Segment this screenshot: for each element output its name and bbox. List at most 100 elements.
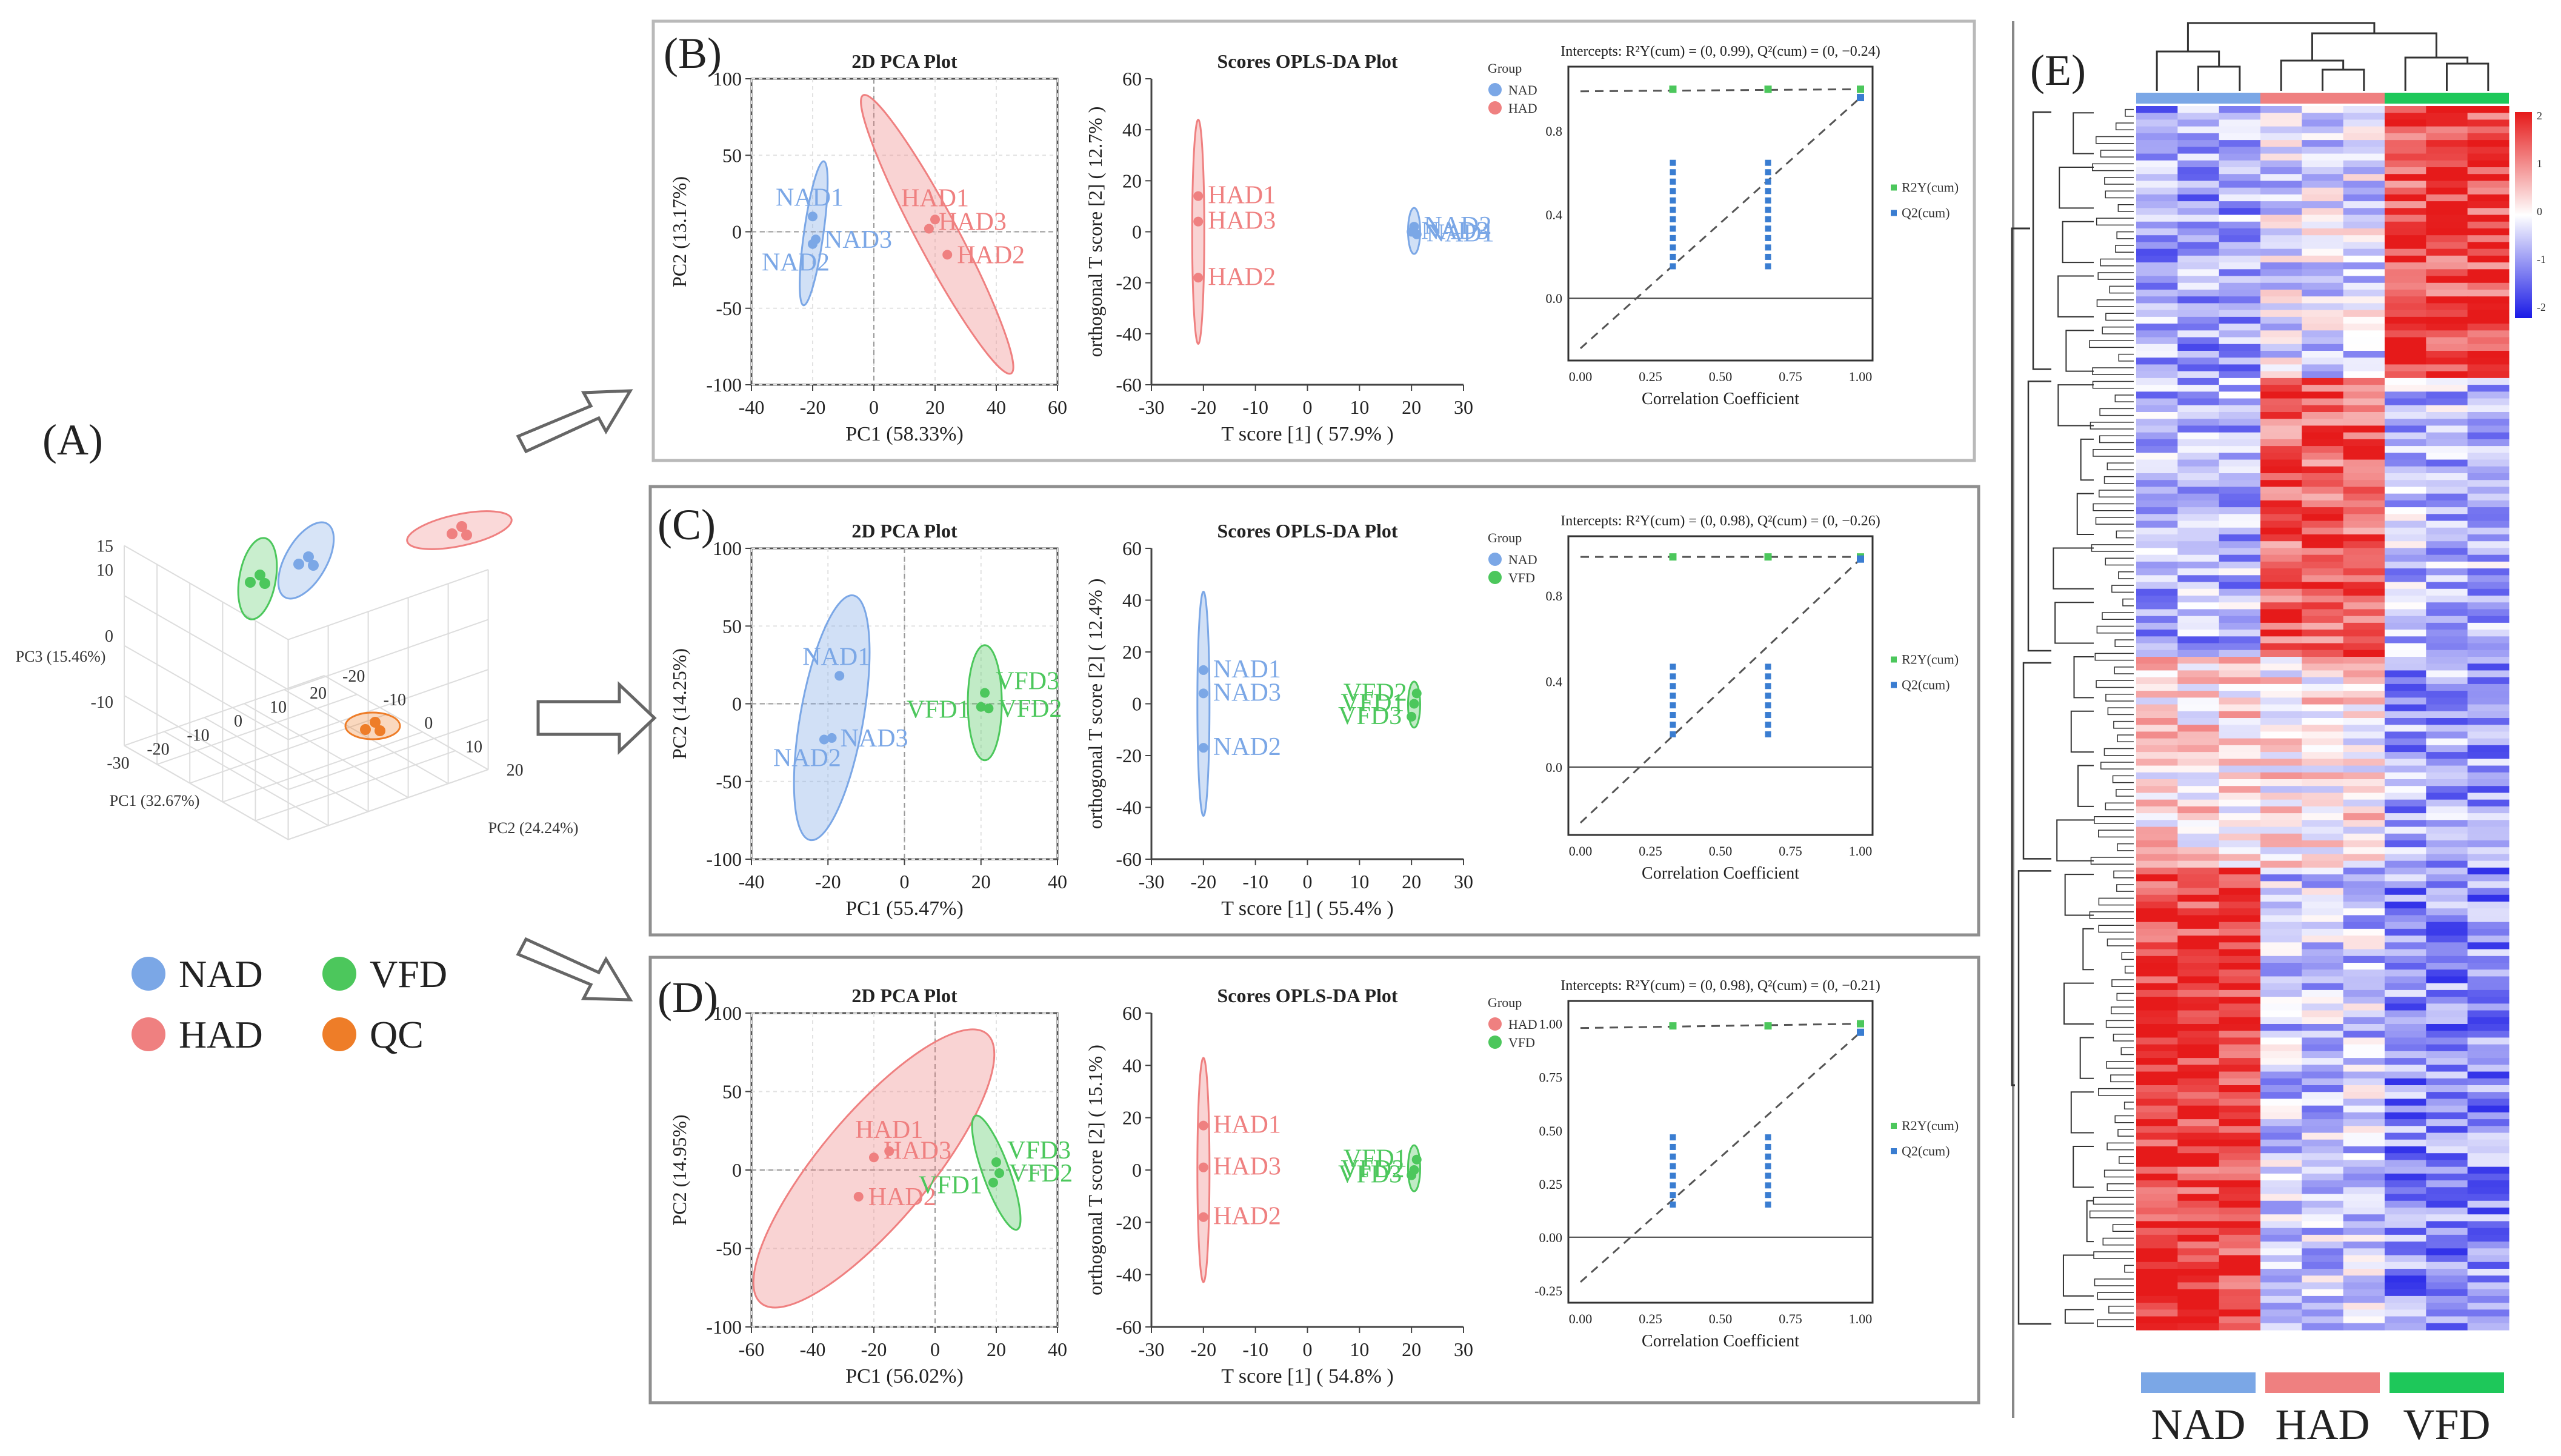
heatmap-cell bbox=[2467, 1092, 2509, 1100]
row-dendrogram-root bbox=[2011, 227, 2030, 1086]
heatmap-cell bbox=[2260, 596, 2302, 603]
heatmap-cell bbox=[2302, 439, 2344, 447]
legend-title: Group bbox=[1488, 995, 1522, 1010]
heatmap-cell bbox=[2260, 432, 2302, 440]
heatmap-cell bbox=[2467, 813, 2509, 820]
heatmap-cell bbox=[2177, 616, 2220, 623]
heatmap-cell bbox=[2136, 1323, 2178, 1331]
heatmap-cell bbox=[2343, 1105, 2385, 1113]
heatmap-cell bbox=[2385, 936, 2426, 943]
heatmap-cell bbox=[2219, 453, 2261, 460]
heatmap-cell bbox=[2219, 888, 2261, 896]
z-tick-label: 10 bbox=[96, 561, 113, 580]
row-dendrogram-branch bbox=[2070, 1091, 2094, 1134]
heatmap-cell bbox=[2177, 1295, 2220, 1303]
heatmap-cell bbox=[2219, 140, 2261, 147]
q2-point bbox=[1670, 159, 1676, 166]
heatmap-cell bbox=[2385, 439, 2426, 447]
heatmap-cell bbox=[2260, 799, 2302, 807]
heatmap-cell bbox=[2260, 262, 2302, 270]
heatmap-cell bbox=[2343, 459, 2385, 467]
heatmap-cell bbox=[2426, 1146, 2468, 1154]
heatmap-cell bbox=[2467, 1071, 2509, 1079]
heatmap-cell bbox=[2302, 1194, 2344, 1202]
heatmap-cell bbox=[2136, 1214, 2178, 1222]
sample-label: VFD1 bbox=[919, 1172, 982, 1200]
row-dendrogram-branch bbox=[2032, 111, 2051, 370]
heatmap-cell bbox=[2260, 1058, 2302, 1065]
heatmap-cell bbox=[2385, 609, 2426, 617]
heatmap-cell bbox=[2302, 616, 2344, 623]
heatmap-cell bbox=[2219, 908, 2261, 916]
heatmap-cell bbox=[2260, 1092, 2302, 1100]
q2-point bbox=[1670, 197, 1676, 204]
cluster-point-vfd bbox=[255, 570, 265, 580]
heatmap-cell bbox=[2260, 276, 2302, 284]
heatmap-cell bbox=[2260, 976, 2302, 984]
x-tick-label: -30 bbox=[1139, 1338, 1165, 1360]
heatmap-cell bbox=[2219, 1065, 2261, 1072]
heatmap-cell bbox=[2343, 316, 2385, 324]
heatmap-cell bbox=[2343, 1248, 2385, 1256]
x-tick-label: 0.50 bbox=[1709, 369, 1733, 384]
heatmap-cell bbox=[2467, 588, 2509, 596]
heatmap-cell bbox=[2136, 147, 2178, 155]
heatmap-cell bbox=[2260, 745, 2302, 753]
heatmap-cell bbox=[2385, 1099, 2426, 1106]
heatmap-cell bbox=[2467, 248, 2509, 256]
row-dendrogram-branch bbox=[2086, 1200, 2094, 1243]
heatmap-cell bbox=[2219, 1309, 2261, 1317]
heatmap-cell bbox=[2426, 759, 2468, 766]
heatmap-cell bbox=[2260, 793, 2302, 800]
heatmap-cell bbox=[2136, 636, 2178, 644]
heatmap-cell bbox=[2467, 976, 2509, 984]
heatmap-cell bbox=[2467, 1187, 2509, 1195]
heatmap-cell bbox=[2385, 214, 2426, 222]
heatmap-cell bbox=[2136, 1269, 2178, 1276]
heatmap-cell bbox=[2177, 983, 2220, 991]
q2-point bbox=[1670, 207, 1676, 213]
heatmap-cell bbox=[2219, 731, 2261, 739]
heatmap-cell bbox=[2302, 630, 2344, 637]
heatmap-cell bbox=[2467, 745, 2509, 753]
heatmap-cell bbox=[2136, 997, 2178, 1004]
x-tick-label: 20 bbox=[310, 684, 327, 703]
heatmap-cell bbox=[2177, 657, 2220, 664]
heatmap-cell bbox=[2343, 1112, 2385, 1120]
y-tick-label: 0.8 bbox=[1546, 124, 1563, 139]
legend-marker-vfd bbox=[1488, 1035, 1502, 1049]
heatmap-cell bbox=[2177, 248, 2220, 256]
heatmap-cell bbox=[2136, 725, 2178, 733]
heatmap-cell bbox=[2467, 596, 2509, 603]
color-scale-tick: 1 bbox=[2537, 158, 2542, 170]
heatmap-cell bbox=[2260, 1309, 2302, 1317]
heatmap-cell bbox=[2302, 487, 2344, 494]
heatmap-cell bbox=[2302, 826, 2344, 834]
legend-marker-q2 bbox=[1891, 210, 1897, 216]
row-dendrogram-branch bbox=[2116, 789, 2134, 797]
row-dendrogram bbox=[2011, 108, 2134, 1328]
z-tick-label: 0 bbox=[105, 627, 113, 646]
heatmap-cell bbox=[2260, 942, 2302, 950]
heatmap-cell bbox=[2302, 936, 2344, 943]
heatmap-cell bbox=[2467, 915, 2509, 923]
confidence-ellipse-vfd bbox=[967, 644, 1003, 762]
heatmap-cell bbox=[2385, 1282, 2426, 1290]
heatmap-cell bbox=[2260, 364, 2302, 372]
row-dendrogram-branch bbox=[2116, 992, 2134, 1001]
heatmap-cell bbox=[2219, 1132, 2261, 1140]
heatmap-cell bbox=[2385, 174, 2426, 182]
heatmap-cell bbox=[2302, 1105, 2344, 1113]
heatmap-cell bbox=[2302, 989, 2344, 997]
row-dendrogram-branch bbox=[2104, 177, 2134, 185]
y-tick-label: 50 bbox=[722, 615, 742, 637]
heatmap-cell bbox=[2219, 507, 2261, 514]
heatmap-cell bbox=[2426, 820, 2468, 828]
heatmap-cell bbox=[2385, 725, 2426, 733]
heatmap-cell bbox=[2260, 1282, 2302, 1290]
row-dendrogram-branch bbox=[2089, 1210, 2134, 1218]
row-dendrogram-branch bbox=[2017, 870, 2051, 1325]
q2-point bbox=[1765, 216, 1771, 222]
heatmap-cell bbox=[2136, 1160, 2178, 1168]
heatmap-cell bbox=[2302, 759, 2344, 766]
